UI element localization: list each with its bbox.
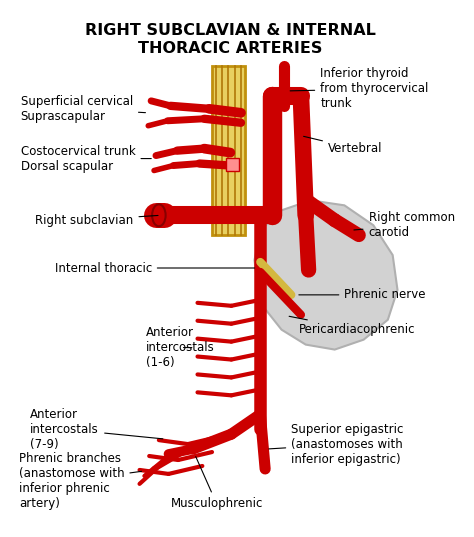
Text: Inferior thyroid
from thyrocervical
trunk: Inferior thyroid from thyrocervical trun… <box>290 68 428 111</box>
Text: Phrenic nerve: Phrenic nerve <box>299 288 426 301</box>
Polygon shape <box>255 200 398 350</box>
Text: Anterior
intercostals
(1-6): Anterior intercostals (1-6) <box>146 326 215 369</box>
Text: Superficial cervical
Suprascapular: Superficial cervical Suprascapular <box>21 95 146 123</box>
Text: Right subclavian: Right subclavian <box>35 214 158 227</box>
Text: RIGHT SUBCLAVIAN & INTERNAL: RIGHT SUBCLAVIAN & INTERNAL <box>85 23 376 38</box>
Text: THORACIC ARTERIES: THORACIC ARTERIES <box>138 41 322 56</box>
Text: Costocervical trunk
Dorsal scapular: Costocervical trunk Dorsal scapular <box>21 144 151 172</box>
Text: Vertebral: Vertebral <box>303 136 383 155</box>
FancyBboxPatch shape <box>226 157 239 171</box>
Ellipse shape <box>152 205 165 226</box>
Text: Internal thoracic: Internal thoracic <box>55 262 255 274</box>
Text: Right common
carotid: Right common carotid <box>354 211 455 239</box>
Text: Pericardiacophrenic: Pericardiacophrenic <box>289 316 415 336</box>
Text: Anterior
intercostals
(7-9): Anterior intercostals (7-9) <box>30 408 163 451</box>
Text: Superior epigastric
(anastomoses with
inferior epigastric): Superior epigastric (anastomoses with in… <box>269 423 403 466</box>
Text: Phrenic branches
(anastomose with
inferior phrenic
artery): Phrenic branches (anastomose with inferi… <box>19 452 142 510</box>
Text: Musculophrenic: Musculophrenic <box>171 456 263 510</box>
FancyBboxPatch shape <box>212 66 245 235</box>
